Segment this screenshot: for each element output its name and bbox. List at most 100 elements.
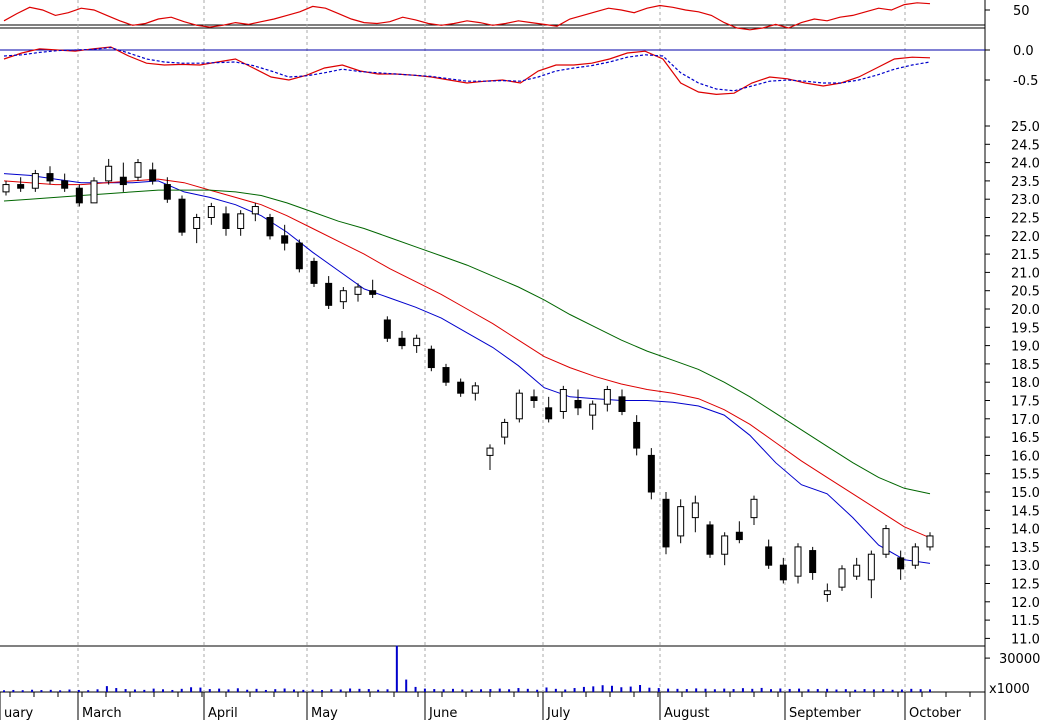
price-tick-label: 12.5: [1011, 578, 1040, 593]
macd-panel: [0, 46, 985, 96]
price-tick-label: 24.0: [1011, 157, 1040, 172]
candle-body: [618, 396, 626, 412]
price-tick-label: 13.0: [1011, 559, 1040, 574]
candle-body: [281, 235, 289, 244]
price-tick-label: 15.5: [1011, 468, 1040, 483]
candle-body: [193, 217, 201, 229]
candle-body: [750, 498, 758, 519]
candle-body: [647, 454, 655, 493]
candle-body: [61, 180, 69, 189]
candle-body: [442, 367, 450, 383]
price-tick-label: 14.0: [1011, 523, 1040, 538]
candle-body: [457, 381, 465, 394]
candle-body: [2, 184, 10, 193]
candle-body: [31, 173, 39, 189]
price-tick-label: 21.5: [1011, 248, 1040, 263]
month-label: August: [664, 706, 710, 720]
price-tick-label: 19.0: [1011, 340, 1040, 355]
price-tick-label: 17.5: [1011, 395, 1040, 410]
candle-body: [17, 184, 25, 189]
month-label: May: [311, 706, 338, 720]
candle-body: [75, 187, 83, 204]
candle-body: [911, 546, 919, 566]
oscillator-panel: [0, 2, 985, 31]
price-tick-label: 16.0: [1011, 449, 1040, 464]
macd-signal-line: [3, 46, 931, 92]
y-axis: 50 0.0 -0.5 25.0 24.5 24.0 23.5 23.0 22.5 22.0 21.…: [985, 4, 1040, 697]
candle-body: [633, 421, 641, 449]
candle-body: [119, 176, 127, 186]
candle-body: [134, 162, 142, 178]
macd-tick-label: 0.0: [1013, 44, 1034, 59]
candle-body: [325, 282, 333, 306]
price-tick-label: 11.0: [1011, 632, 1040, 647]
candle-body: [867, 553, 875, 581]
volume-panel: [3, 645, 931, 692]
candle-body: [809, 550, 817, 574]
macd-line: [3, 46, 931, 96]
price-tick-label: 16.5: [1011, 431, 1040, 446]
candle-body: [501, 421, 509, 438]
candle-body: [310, 260, 318, 284]
price-tick-label: 20.5: [1011, 285, 1040, 300]
candle-body: [178, 198, 186, 233]
candle-body: [662, 498, 670, 548]
moving-average-line: [3, 178, 931, 539]
month-label: July: [546, 706, 571, 720]
price-tick-label: 14.5: [1011, 504, 1040, 519]
price-tick-label: 11.5: [1011, 614, 1040, 629]
candle-body: [354, 286, 362, 295]
candle-body: [603, 389, 611, 405]
candle-body: [589, 403, 597, 416]
candle-body: [897, 557, 905, 570]
candle-body: [765, 546, 773, 566]
macd-tick-label: -0.5: [1013, 74, 1038, 89]
candle-body: [486, 447, 494, 456]
candle-body: [677, 506, 685, 537]
candle-body: [413, 337, 421, 347]
candle-body: [237, 213, 245, 229]
candle-body: [295, 242, 303, 270]
candle-body: [383, 319, 391, 339]
price-tick-label: 23.5: [1011, 175, 1040, 190]
candle-body: [369, 290, 377, 295]
candle-body: [706, 524, 714, 555]
candle-body: [90, 180, 98, 204]
month-label: uary: [4, 706, 34, 720]
candle-body: [207, 206, 215, 219]
candle-body: [882, 528, 890, 555]
price-tick-label: 12.0: [1011, 596, 1040, 611]
price-tick-label: 17.0: [1011, 413, 1040, 428]
candle-body: [339, 290, 347, 303]
candle-body: [838, 568, 846, 588]
month-label: March: [82, 706, 122, 720]
candle-body: [471, 385, 479, 394]
moving-average-line: [3, 173, 931, 564]
price-tick-label: 23.0: [1011, 193, 1040, 208]
candle-body: [266, 217, 274, 237]
osc-tick-label: 50: [1013, 4, 1030, 19]
candle-body: [823, 590, 831, 595]
volume-multiplier-label: x1000: [989, 682, 1030, 697]
price-tick-label: 22.0: [1011, 230, 1040, 245]
volume-tick-label: 30000: [999, 652, 1040, 667]
month-label: September: [789, 706, 862, 720]
candle-body: [779, 564, 787, 581]
candle-body: [853, 564, 861, 577]
price-tick-label: 18.0: [1011, 376, 1040, 391]
candle-body: [926, 535, 934, 548]
price-tick-label: 15.0: [1011, 486, 1040, 501]
candle-body: [574, 400, 582, 409]
oscillator-line: [3, 2, 931, 31]
candle-body: [515, 392, 523, 420]
candle-body: [691, 502, 699, 519]
price-tick-label: 22.5: [1011, 212, 1040, 227]
price-tick-label: 20.0: [1011, 303, 1040, 318]
month-label: June: [428, 706, 457, 720]
candle-body: [545, 407, 553, 420]
candle-body: [149, 169, 157, 182]
candle-body: [735, 531, 743, 541]
price-tick-label: 13.5: [1011, 541, 1040, 556]
price-tick-label: 25.0: [1011, 120, 1040, 135]
